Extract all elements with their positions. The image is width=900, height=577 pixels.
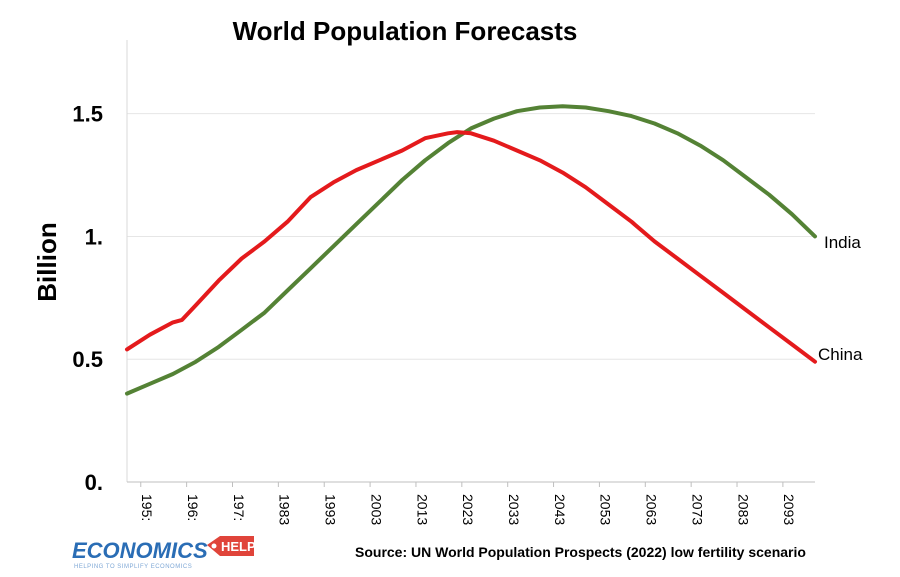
y-axis-label: Billion bbox=[32, 222, 62, 301]
x-tick-label: 195: bbox=[139, 494, 155, 521]
x-tick-label: 1993 bbox=[323, 494, 339, 525]
logo-help-text: HELP bbox=[221, 539, 256, 554]
logo-tagline: HELPING TO SIMPLIFY ECONOMICS bbox=[74, 564, 192, 570]
logo-tag-hole bbox=[211, 543, 217, 549]
x-tick-label: 1983 bbox=[277, 494, 293, 525]
x-tick-label: 2053 bbox=[598, 494, 614, 525]
gridlines bbox=[127, 113, 815, 360]
y-tick-label: 0.5 bbox=[72, 347, 103, 372]
y-tick-label: 0. bbox=[85, 470, 103, 495]
x-tick-label: 2023 bbox=[460, 494, 476, 525]
series-lines bbox=[125, 104, 817, 396]
source-note: Source: UN World Population Prospects (2… bbox=[355, 544, 806, 560]
y-axis-ticks: 0. 0.5 1. 1.5 bbox=[72, 102, 103, 495]
x-tick-label: 2083 bbox=[735, 494, 751, 525]
x-tick-label: 2003 bbox=[368, 494, 384, 525]
economics-help-logo[interactable]: ECONOMICS HELP HELPING TO SIMPLIFY ECONO… bbox=[72, 536, 256, 570]
x-tick-label: 197: bbox=[231, 494, 247, 521]
china-label: China bbox=[818, 345, 863, 364]
china-series-line bbox=[125, 130, 817, 364]
x-tick-label: 2043 bbox=[552, 494, 568, 525]
x-tick-label: 2093 bbox=[781, 494, 797, 525]
logo-tag-shape bbox=[207, 536, 254, 556]
logo-text: ECONOMICS bbox=[72, 538, 208, 563]
x-tick-label: 2063 bbox=[644, 494, 660, 525]
x-tick-label: 196: bbox=[185, 494, 201, 521]
y-tick-label: 1. bbox=[85, 224, 103, 249]
y-tick-label: 1.5 bbox=[72, 102, 103, 127]
x-tick-label: 2033 bbox=[506, 494, 522, 525]
chart-title: World Population Forecasts bbox=[233, 16, 578, 46]
x-tick-label: 2073 bbox=[689, 494, 705, 525]
india-label: India bbox=[824, 233, 861, 252]
x-tick-label: 2013 bbox=[414, 494, 430, 525]
india-series-line bbox=[125, 104, 817, 396]
x-axis-ticks: 195: 196: 197: 1983 1993 2003 2013 2023 2033 2043… bbox=[139, 482, 797, 525]
